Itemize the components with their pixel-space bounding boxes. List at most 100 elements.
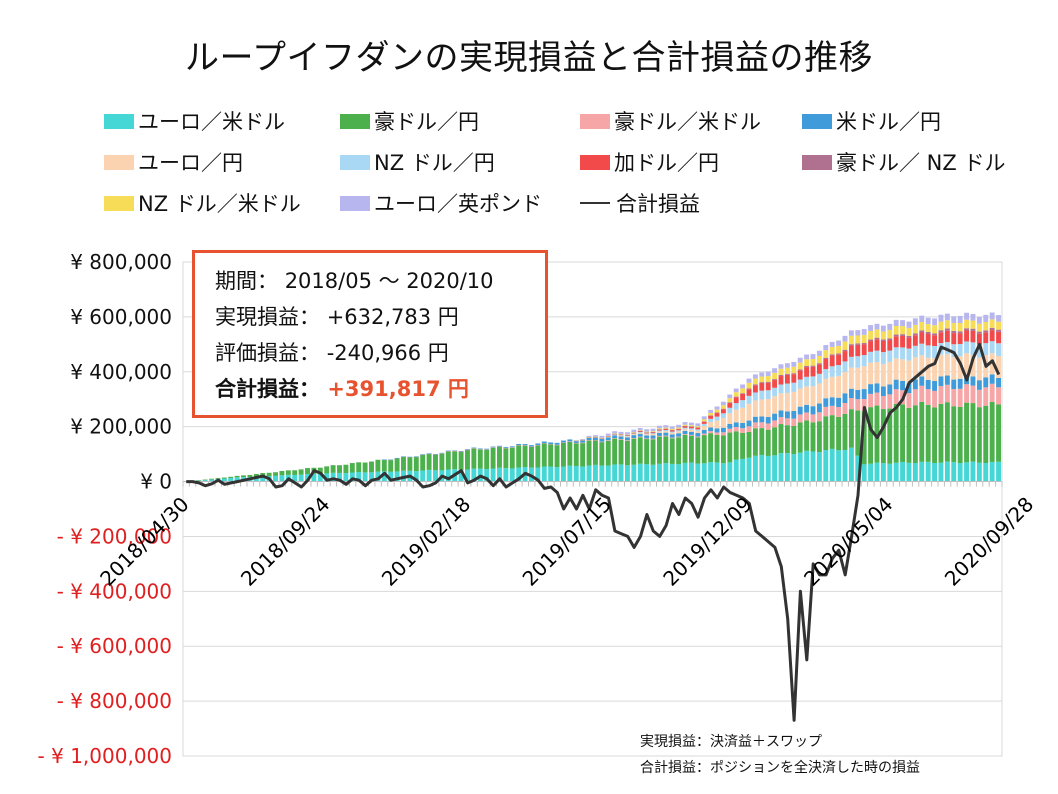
bar-segment xyxy=(957,378,963,389)
bar-segment xyxy=(778,375,784,377)
bar-segment xyxy=(855,389,861,400)
bar-segment xyxy=(752,384,758,386)
bar-segment xyxy=(836,416,842,451)
realized-value: +632,783 円 xyxy=(326,305,459,329)
legend-swatch xyxy=(580,113,610,129)
bar-segment xyxy=(656,431,662,433)
bar-segment xyxy=(829,376,835,398)
bar-segment xyxy=(746,403,752,421)
bar-segment xyxy=(816,363,822,365)
bar-segment xyxy=(957,315,963,324)
bar-segment xyxy=(624,440,630,466)
bar-segment xyxy=(772,396,778,414)
bar-segment xyxy=(676,429,682,431)
bar-segment xyxy=(836,353,842,355)
bar-segment xyxy=(752,385,758,393)
bar-segment xyxy=(452,450,458,452)
bar-segment xyxy=(970,461,976,482)
bar-segment xyxy=(631,438,637,465)
bar-segment xyxy=(746,388,752,390)
bar-segment xyxy=(861,411,867,465)
bar-segment xyxy=(720,432,726,436)
bar-segment xyxy=(893,358,899,380)
bar-segment xyxy=(970,328,976,331)
bar-segment xyxy=(829,354,835,356)
bar-segment xyxy=(695,428,701,430)
bar-segment xyxy=(727,428,733,433)
bar-segment xyxy=(285,470,291,475)
bar-segment xyxy=(868,407,874,464)
bar-segment xyxy=(605,437,611,441)
bar-segment xyxy=(433,454,438,471)
bar-segment xyxy=(906,335,912,338)
bar-segment xyxy=(727,462,733,482)
bar-segment xyxy=(433,454,438,455)
bar-segment xyxy=(797,388,803,407)
bar-segment xyxy=(631,438,637,439)
legend-label: ユーロ／英ポンド xyxy=(374,192,542,216)
bar-segment xyxy=(497,446,502,468)
bar-segment xyxy=(727,394,733,399)
bar-segment xyxy=(708,412,714,416)
bar-segment xyxy=(490,447,496,469)
bar-segment xyxy=(887,340,893,351)
bar-segment xyxy=(772,380,778,388)
bar-segment xyxy=(816,383,822,404)
bar-segment xyxy=(944,330,950,343)
bar-segment xyxy=(989,401,995,462)
legend-item: 加ドル／円 xyxy=(580,147,719,177)
bar-segment xyxy=(618,435,624,437)
bar-segment xyxy=(656,429,662,431)
bar-segment xyxy=(593,464,598,482)
bar-segment xyxy=(932,390,938,408)
bar-segment xyxy=(720,413,726,419)
bar-segment xyxy=(996,321,1001,330)
bar-segment xyxy=(740,428,746,433)
bar-segment xyxy=(996,461,1001,482)
bar-segment xyxy=(420,454,426,455)
bar-segment xyxy=(868,330,874,340)
bar-segment xyxy=(484,469,490,482)
bar-segment xyxy=(823,378,829,399)
bar-segment xyxy=(337,465,342,473)
bar-segment xyxy=(676,436,682,438)
bar-segment xyxy=(650,434,656,436)
bar-segment xyxy=(791,374,797,383)
bar-segment xyxy=(701,421,707,422)
bar-segment xyxy=(695,433,701,437)
bar-segment xyxy=(983,463,989,482)
bar-segment xyxy=(829,415,835,449)
bar-segment xyxy=(823,345,829,351)
bar-segment xyxy=(861,329,867,335)
y-tick-label: - ¥ 1,000,000 xyxy=(38,744,172,768)
bar-segment xyxy=(868,393,874,408)
bar-segment xyxy=(874,383,880,393)
y-tick-label: - ¥ 200,000 xyxy=(57,524,172,548)
bar-segment xyxy=(497,467,502,482)
bar-segment xyxy=(445,451,451,470)
bar-segment xyxy=(919,315,925,323)
bar-segment xyxy=(196,480,202,482)
bar-segment xyxy=(797,422,803,453)
bar-segment xyxy=(580,442,586,444)
bar-segment xyxy=(433,453,438,455)
bar-segment xyxy=(951,462,957,482)
bar-segment xyxy=(836,450,842,482)
bar-segment xyxy=(740,393,746,394)
bar-segment xyxy=(509,468,515,482)
bar-segment xyxy=(637,437,643,464)
bar-segment xyxy=(740,407,746,423)
bar-segment xyxy=(887,361,893,385)
bar-segment xyxy=(765,371,771,377)
bar-segment xyxy=(784,453,790,482)
note-realized: 実現損益：決済益＋スワップ xyxy=(640,734,822,750)
bar-segment xyxy=(797,406,803,415)
bar-segment xyxy=(874,405,880,463)
bar-segment xyxy=(925,324,931,333)
bar-segment xyxy=(938,403,944,463)
bar-segment xyxy=(708,462,714,482)
bar-segment xyxy=(669,463,675,482)
bar-segment xyxy=(925,461,931,482)
bar-segment xyxy=(944,375,950,385)
bar-segment xyxy=(912,462,918,482)
